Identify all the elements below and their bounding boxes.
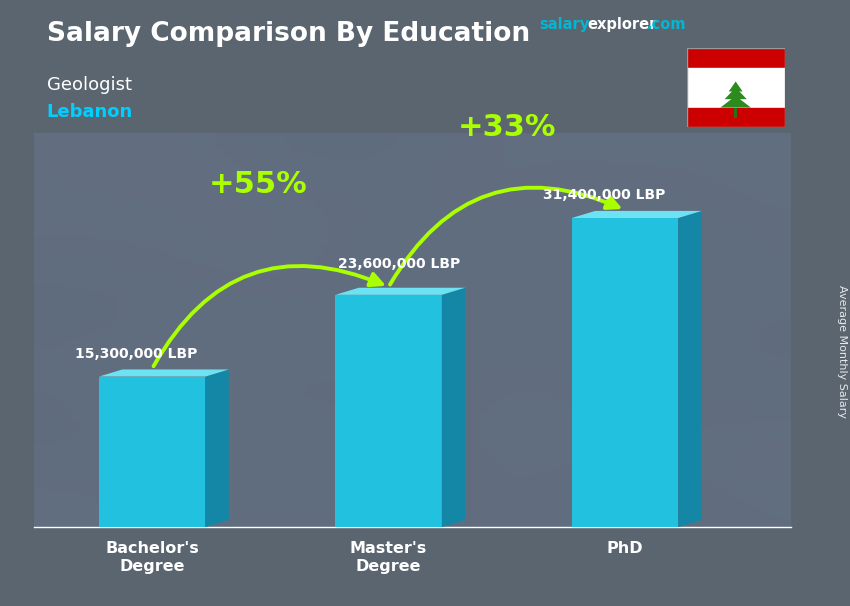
Polygon shape (724, 87, 747, 99)
Polygon shape (572, 211, 701, 218)
Text: 31,400,000 LBP: 31,400,000 LBP (542, 188, 665, 202)
Text: Average Monthly Salary: Average Monthly Salary (837, 285, 847, 418)
Text: explorer: explorer (587, 17, 657, 32)
Text: .com: .com (646, 17, 685, 32)
Text: +55%: +55% (209, 170, 308, 199)
Polygon shape (721, 96, 751, 108)
Polygon shape (99, 370, 229, 376)
Bar (687, 48, 785, 68)
Text: +33%: +33% (457, 113, 556, 142)
Polygon shape (206, 370, 229, 527)
Polygon shape (572, 218, 678, 527)
Text: 23,600,000 LBP: 23,600,000 LBP (338, 257, 461, 271)
Polygon shape (728, 81, 743, 92)
Text: 15,300,000 LBP: 15,300,000 LBP (75, 347, 197, 361)
Polygon shape (336, 288, 465, 295)
Polygon shape (678, 211, 701, 527)
Text: Lebanon: Lebanon (47, 103, 133, 121)
Polygon shape (336, 295, 442, 527)
Text: salary: salary (540, 17, 590, 32)
Bar (687, 68, 785, 108)
Bar (687, 108, 785, 127)
Polygon shape (734, 108, 737, 118)
Polygon shape (442, 288, 465, 527)
Text: Salary Comparison By Education: Salary Comparison By Education (47, 21, 530, 47)
Polygon shape (99, 376, 206, 527)
Text: Geologist: Geologist (47, 76, 132, 94)
